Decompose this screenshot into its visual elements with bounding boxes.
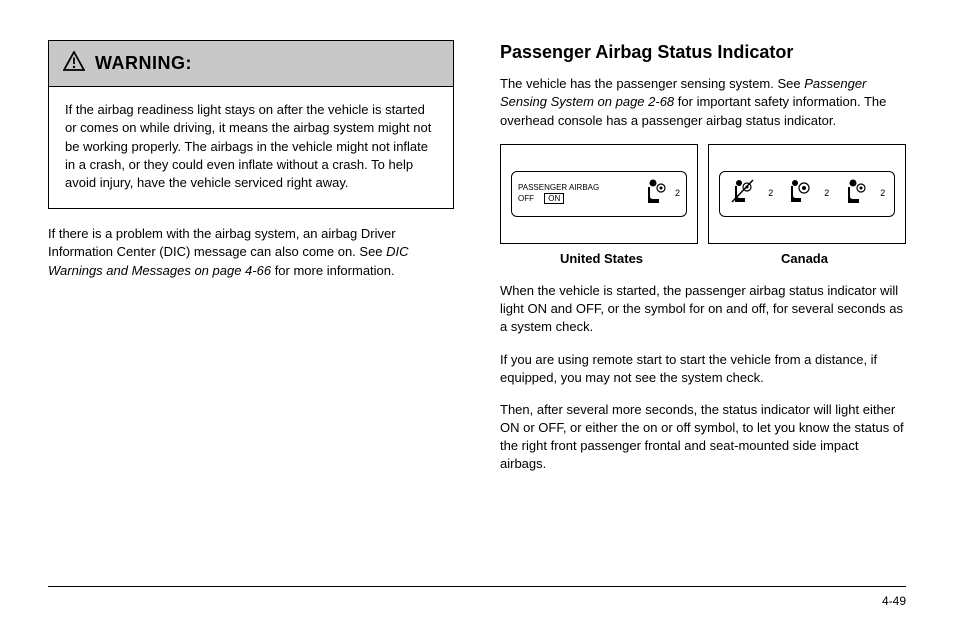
warning-box: WARNING: If the airbag readiness light s… — [48, 40, 454, 209]
panel-text: PASSENGER AIRBAG OFF ON — [518, 183, 635, 204]
page-number: 4-49 — [48, 586, 906, 610]
indicator-panel-canada: 2 2 — [719, 171, 895, 217]
seated-passenger-icon — [641, 177, 669, 210]
paragraph: When the vehicle is started, the passeng… — [500, 282, 906, 337]
warning-title: WARNING: — [95, 51, 192, 76]
indicator-panel-us: PASSENGER AIRBAG OFF ON — [511, 171, 687, 217]
section-heading: Passenger Airbag Status Indicator — [500, 40, 906, 65]
caption-row: United States Canada — [500, 250, 906, 268]
text: for more information. — [271, 263, 395, 278]
airbag-on-icon — [785, 177, 813, 210]
text: The vehicle has the passenger sensing sy… — [500, 76, 804, 91]
panel-line-2: OFF ON — [518, 193, 635, 205]
left-paragraph: If there is a problem with the airbag sy… — [48, 225, 454, 280]
warning-body: If the airbag readiness light stays on a… — [49, 87, 453, 208]
on-indicator: ON — [544, 193, 564, 205]
airbag-off-icon — [729, 177, 757, 210]
paragraph: If you are using remote start to start t… — [500, 351, 906, 387]
warning-header: WARNING: — [49, 41, 453, 87]
page-content: WARNING: If the airbag readiness light s… — [48, 40, 906, 580]
caption-canada: Canada — [703, 250, 906, 268]
caption-us: United States — [500, 250, 703, 268]
badge-number: 2 — [768, 187, 773, 200]
right-column: Passenger Airbag Status Indicator The ve… — [492, 40, 906, 580]
figure-us: PASSENGER AIRBAG OFF ON — [500, 144, 698, 244]
badge-number: 2 — [675, 187, 680, 200]
panel-line-1: PASSENGER AIRBAG — [518, 183, 635, 193]
seated-passenger-icon — [841, 177, 869, 210]
intro-paragraph: The vehicle has the passenger sensing sy… — [500, 75, 906, 130]
warning-triangle-icon — [63, 51, 85, 76]
text: If there is a problem with the airbag sy… — [48, 226, 396, 259]
figure-row: PASSENGER AIRBAG OFF ON — [500, 144, 906, 244]
figure-canada: 2 2 — [708, 144, 906, 244]
badge-number: 2 — [824, 187, 829, 200]
paragraph: Then, after several more seconds, the st… — [500, 401, 906, 474]
badge-number: 2 — [880, 187, 885, 200]
left-column: WARNING: If the airbag readiness light s… — [48, 40, 462, 580]
